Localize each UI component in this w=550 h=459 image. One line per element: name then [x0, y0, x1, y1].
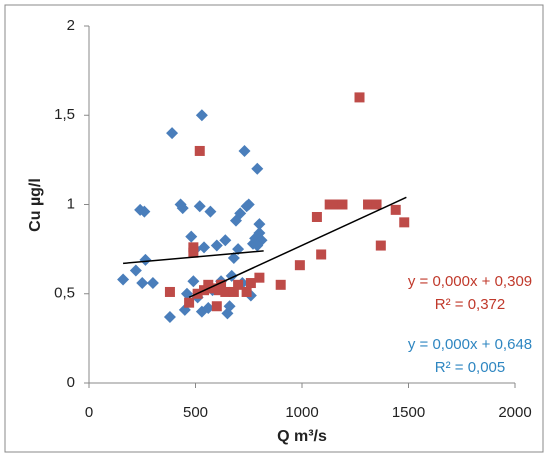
- point: [146, 277, 159, 290]
- point: [241, 286, 252, 297]
- point: [185, 230, 198, 243]
- x-tick-label: 1500: [392, 404, 425, 421]
- chart-frame: [4, 4, 544, 453]
- point: [194, 145, 205, 156]
- point: [207, 283, 218, 294]
- x-tick-label: 2000: [498, 404, 531, 421]
- x-axis-title: Q m³/s: [277, 428, 327, 445]
- point: [254, 272, 265, 283]
- point: [139, 253, 152, 266]
- point: [247, 237, 260, 250]
- point: [176, 202, 189, 215]
- y-axis-title: Cu µg/l: [27, 178, 44, 232]
- point: [275, 279, 286, 290]
- x-tick-label: 1000: [285, 404, 318, 421]
- point: [390, 204, 401, 215]
- point: [187, 275, 200, 288]
- trendline: [188, 196, 407, 299]
- point: [136, 277, 149, 290]
- point: [371, 199, 382, 210]
- point: [220, 286, 231, 297]
- point: [223, 300, 236, 313]
- y-tick-label: 0: [67, 374, 75, 391]
- point: [188, 242, 199, 253]
- point: [211, 301, 222, 312]
- point: [238, 144, 251, 157]
- point: [249, 232, 262, 245]
- point: [204, 205, 217, 218]
- point: [202, 302, 215, 315]
- point: [251, 162, 264, 175]
- point: [251, 239, 264, 252]
- point: [316, 249, 327, 260]
- point: [233, 279, 244, 290]
- point: [354, 92, 365, 103]
- y-tick-label: 1,5: [54, 106, 75, 123]
- point: [245, 278, 256, 289]
- trendline: [123, 250, 264, 265]
- point: [228, 286, 239, 297]
- point: [227, 252, 240, 265]
- point: [216, 279, 227, 290]
- annotation: y = 0,000x + 0,648: [408, 336, 532, 353]
- point: [363, 199, 374, 210]
- point: [164, 286, 175, 297]
- x-tick-label: 500: [183, 404, 208, 421]
- point: [129, 264, 142, 277]
- annotation: R² = 0,372: [435, 296, 505, 313]
- y-tick-label: 1: [67, 195, 75, 212]
- point: [253, 218, 266, 231]
- point: [337, 199, 348, 210]
- point: [184, 297, 195, 308]
- annotation: y = 0,000x + 0,309: [408, 273, 532, 290]
- point: [399, 217, 410, 228]
- x-tick-label: 0: [85, 404, 93, 421]
- annotation: R² = 0,005: [435, 359, 505, 376]
- point: [166, 127, 179, 140]
- point: [242, 198, 255, 211]
- point: [213, 285, 224, 296]
- y-tick-label: 0,5: [54, 285, 75, 302]
- point: [188, 247, 199, 258]
- point: [311, 211, 322, 222]
- point: [324, 199, 335, 210]
- point: [195, 109, 208, 122]
- point: [331, 199, 342, 210]
- point: [294, 260, 305, 271]
- point: [198, 241, 211, 254]
- point: [210, 239, 223, 252]
- point: [117, 273, 130, 286]
- point: [138, 205, 151, 218]
- point: [375, 240, 386, 251]
- point: [219, 234, 232, 247]
- y-tick-label: 2: [67, 17, 75, 34]
- point: [193, 200, 206, 213]
- point: [232, 243, 245, 256]
- point: [163, 310, 176, 323]
- point: [234, 207, 247, 220]
